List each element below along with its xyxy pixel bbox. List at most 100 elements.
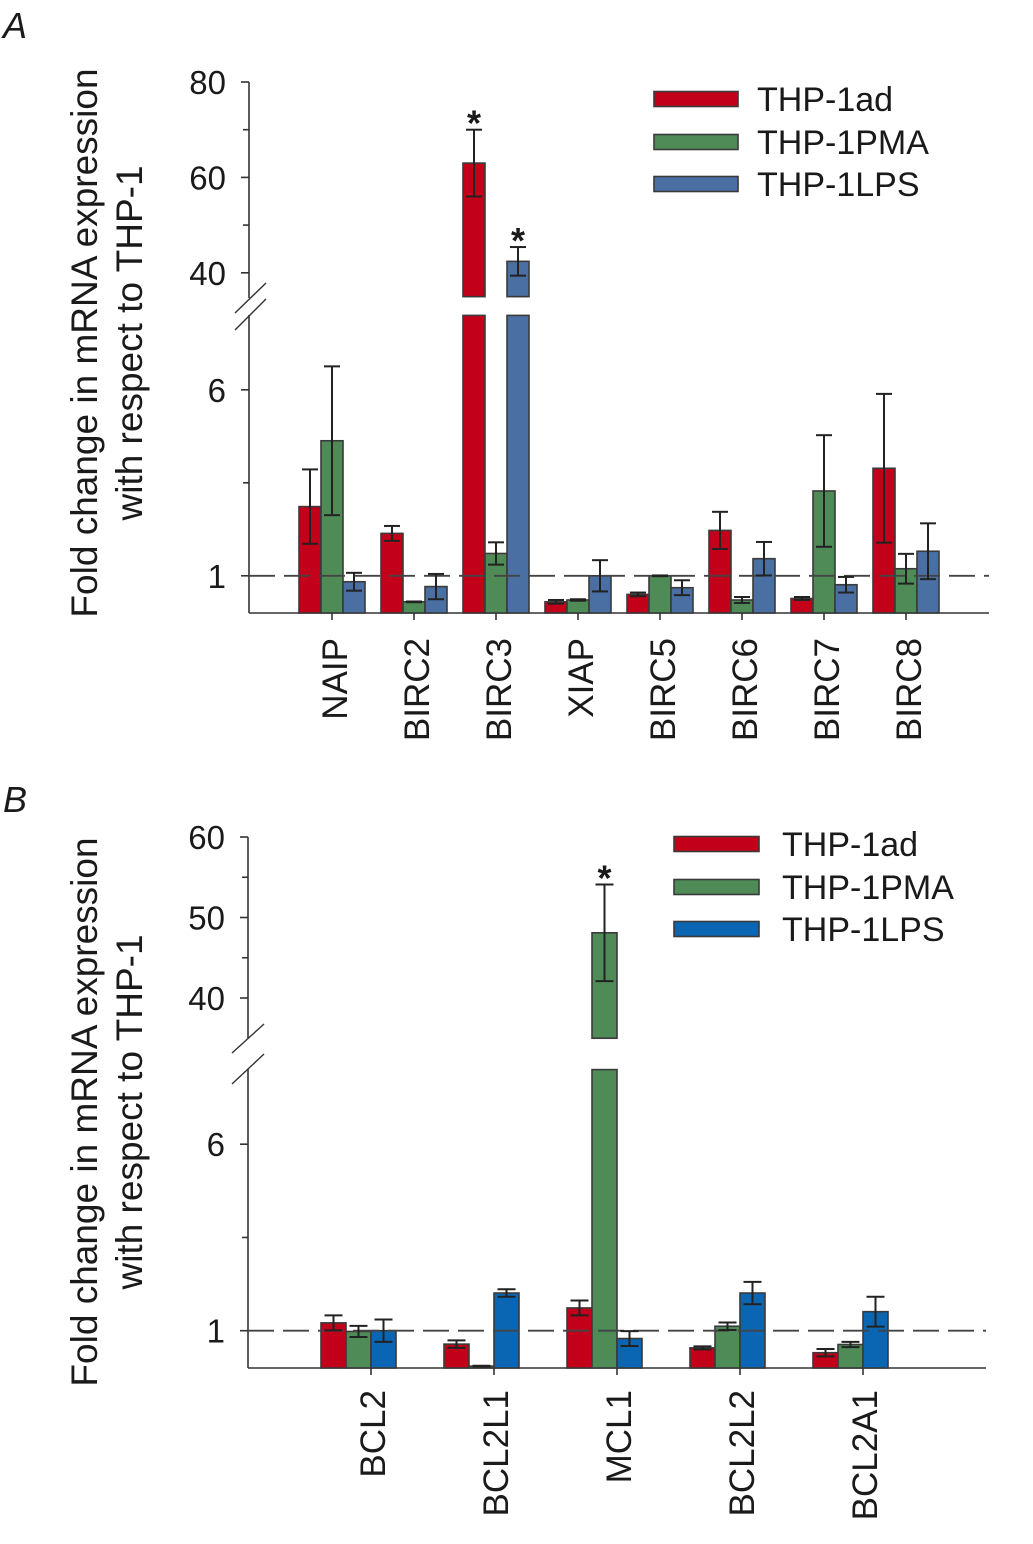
legend-label: THP-1LPS xyxy=(782,911,945,949)
legend-swatch xyxy=(673,835,760,853)
error-bar xyxy=(743,1280,762,1306)
error-bar xyxy=(384,524,400,542)
legend-swatch xyxy=(653,90,739,108)
error-bar xyxy=(346,571,362,592)
legend-item: THP-1LPS xyxy=(653,166,920,204)
error-bar xyxy=(838,575,854,594)
legend-item: THP-1ad xyxy=(673,826,918,864)
legend-label: THP-1ad xyxy=(782,826,918,864)
bar-birc5-thp-1pma xyxy=(648,574,672,614)
significance-marker: * xyxy=(467,103,481,144)
y-axis-title-line: Fold change in mRNA expression xyxy=(64,68,105,617)
y-tick-label: 40 xyxy=(188,980,225,1017)
x-tick-label: MCL1 xyxy=(600,1390,639,1483)
y-tick-label: 60 xyxy=(188,819,225,856)
error-bar xyxy=(876,392,892,544)
bar-mcl1-thp-1ad xyxy=(566,1307,593,1369)
y-tick-label: 40 xyxy=(189,255,226,292)
legend: THP-1ad THP-1PMA THP-1LPS xyxy=(673,826,954,949)
error-bar xyxy=(756,540,772,577)
legend-label: THP-1PMA xyxy=(757,124,929,162)
x-tick-label: NAIP xyxy=(316,638,355,720)
error-bar xyxy=(570,598,586,602)
bar-birc3-thp-1ad-lower xyxy=(462,314,486,614)
error-bar xyxy=(630,591,646,598)
panel-label: A xyxy=(1,5,27,46)
legend-item: THP-1PMA xyxy=(653,124,929,162)
error-bar xyxy=(816,434,832,548)
x-tick-label: BCL2L2 xyxy=(723,1390,762,1516)
error-bar xyxy=(920,522,936,581)
legend-label: THP-1ad xyxy=(757,81,893,119)
significance-marker: * xyxy=(597,857,611,898)
legend-label: THP-1PMA xyxy=(782,869,954,907)
error-bar xyxy=(712,510,728,551)
error-bar xyxy=(816,1347,835,1358)
error-bar xyxy=(510,246,526,277)
legend-swatch xyxy=(653,133,739,151)
bar-birc2-thp-1pma xyxy=(402,601,426,614)
error-bar xyxy=(302,468,318,545)
y-tick-label: 50 xyxy=(188,900,225,937)
bar-bcl2l2-thp-1ad xyxy=(689,1347,716,1369)
error-bar xyxy=(428,572,444,601)
x-tick-label: BIRC8 xyxy=(890,638,929,741)
error-bar xyxy=(466,128,482,198)
error-bar xyxy=(548,598,564,605)
y-tick-label: 6 xyxy=(208,372,226,409)
error-bar xyxy=(592,559,608,593)
y-tick-label: 80 xyxy=(189,64,226,101)
x-tick-label: BCL2A1 xyxy=(846,1390,885,1520)
error-bar xyxy=(324,1314,343,1332)
significance-marker: * xyxy=(511,220,525,261)
x-tick-label: BCL2 xyxy=(354,1390,393,1478)
y-axis-title-line: with respect to THP-1 xyxy=(109,934,150,1290)
axis-break-mark xyxy=(234,282,267,314)
x-tick-label: BIRC5 xyxy=(644,638,683,741)
x-tick-label: BIRC6 xyxy=(726,638,765,741)
legend-item: THP-1LPS xyxy=(673,911,945,949)
y-tick-label: 60 xyxy=(189,159,226,196)
bar-bcl2-thp-1lps xyxy=(370,1329,397,1369)
y-axis-title-line: Fold change in mRNA expression xyxy=(64,837,105,1386)
legend-item: THP-1PMA xyxy=(673,869,954,907)
y-tick-label: 1 xyxy=(208,558,226,595)
legend: THP-1ad THP-1PMA THP-1LPS xyxy=(653,81,929,204)
error-bar xyxy=(693,1345,712,1351)
x-tick-label: BIRC3 xyxy=(480,638,519,741)
error-bar xyxy=(447,1339,466,1349)
legend-swatch xyxy=(673,920,760,938)
bar-xiap-thp-1pma xyxy=(566,599,590,614)
panel-b: B Fold change in mRNA expression with resp… xyxy=(3,779,986,1520)
error-bar xyxy=(794,596,810,601)
error-bar xyxy=(488,541,504,566)
error-bar xyxy=(497,1288,516,1298)
axis-break-mark xyxy=(231,1023,265,1054)
axis-break-mark xyxy=(231,1053,265,1085)
axis-break-mark xyxy=(234,298,267,331)
legend-item: THP-1ad xyxy=(653,81,893,119)
error-bar xyxy=(349,1324,368,1339)
error-bar xyxy=(866,1295,885,1328)
error-bar xyxy=(472,1364,491,1368)
error-bar xyxy=(841,1340,860,1349)
x-tick-label: BIRC2 xyxy=(398,638,437,741)
legend-label: THP-1LPS xyxy=(757,166,920,204)
error-bar xyxy=(718,1321,737,1331)
panel-a: A Fold change in mRNA expression with resp… xyxy=(1,5,989,741)
y-axis-title-line: with respect to THP-1 xyxy=(109,165,150,521)
legend-swatch xyxy=(673,878,760,896)
y-tick-label: 1 xyxy=(207,1313,225,1350)
error-bar xyxy=(898,552,914,585)
error-bar xyxy=(674,579,690,597)
error-bar xyxy=(570,1299,589,1317)
error-bar xyxy=(595,883,614,983)
bar-bcl2l2-thp-1pma xyxy=(714,1325,741,1369)
bar-birc2-thp-1ad xyxy=(380,532,404,614)
bar-birc3-thp-1lps-lower xyxy=(506,314,530,614)
x-tick-label: BCL2L1 xyxy=(477,1390,516,1516)
panel-label: B xyxy=(3,779,27,820)
y-tick-label: 6 xyxy=(207,1126,225,1163)
error-bar xyxy=(620,1330,639,1347)
error-bar xyxy=(374,1318,393,1343)
